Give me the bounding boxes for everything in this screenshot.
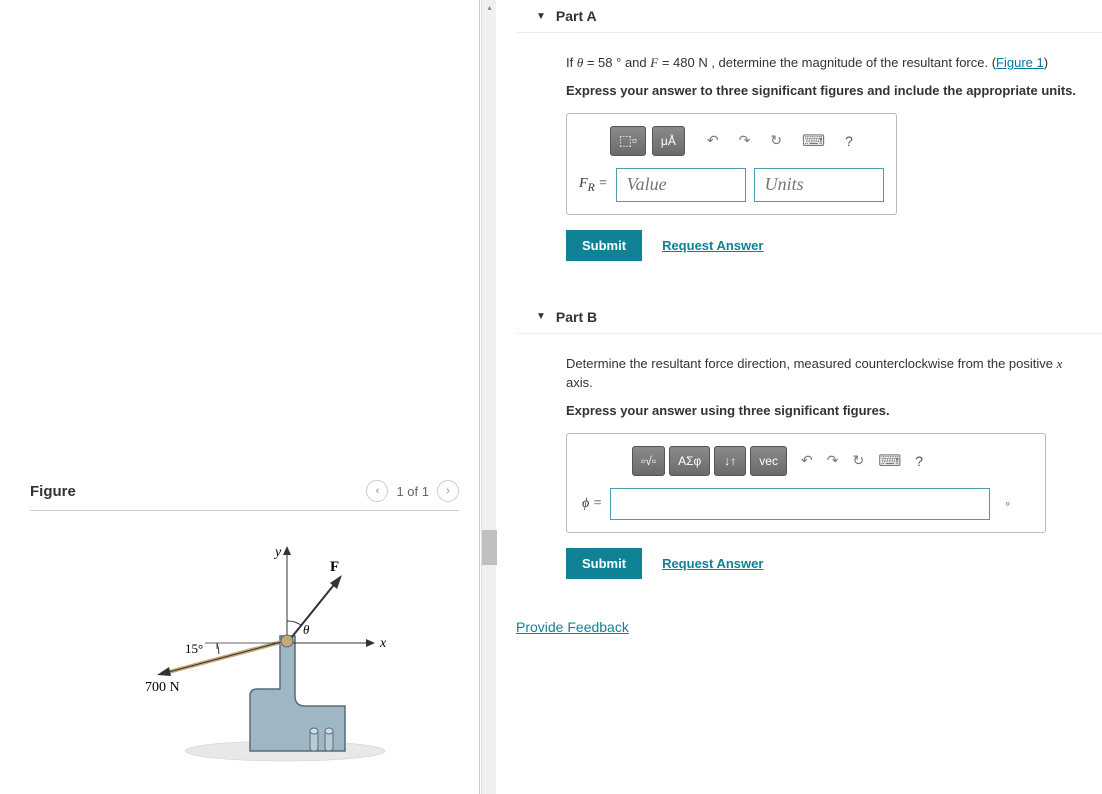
force-700n-label: 700 N bbox=[145, 680, 180, 695]
undo-button[interactable]: ↶ bbox=[801, 452, 813, 469]
keyboard-button[interactable]: ⌨ bbox=[802, 131, 825, 151]
part-b-request-answer-link[interactable]: Request Answer bbox=[662, 556, 763, 571]
fr-label: FR = bbox=[579, 176, 608, 194]
part-b-answer-box: ▫√▫ ΑΣφ ↓↑ vec ↶ ↷ ↻ ⌨ ? ϕ = bbox=[566, 433, 1046, 533]
greek-button[interactable]: ΑΣφ bbox=[669, 446, 710, 476]
part-b-submit-row: Submit Request Answer bbox=[566, 548, 1082, 579]
phi-label: ϕ = bbox=[582, 496, 602, 512]
part-a-header[interactable]: ▼ Part A bbox=[516, 0, 1102, 33]
figure-prev-button[interactable]: ‹ bbox=[366, 480, 388, 502]
part-b-submit-button[interactable]: Submit bbox=[566, 548, 642, 579]
value-input[interactable] bbox=[616, 168, 746, 202]
part-a-title: Part A bbox=[556, 8, 597, 24]
vec-button[interactable]: vec bbox=[750, 446, 787, 476]
scroll-up-icon[interactable]: ▴ bbox=[482, 0, 497, 15]
undo-button[interactable]: ↶ bbox=[707, 132, 719, 149]
figure-counter: 1 of 1 bbox=[396, 484, 429, 499]
provide-feedback-link[interactable]: Provide Feedback bbox=[516, 619, 629, 635]
units-input[interactable] bbox=[754, 168, 884, 202]
y-axis-label: y bbox=[273, 545, 282, 560]
part-a-prompt: If θ = 58 ° and F = 480 N , determine th… bbox=[566, 53, 1082, 73]
figure-section: Figure ‹ 1 of 1 › bbox=[30, 472, 459, 794]
part-a-instruction: Express your answer to three significant… bbox=[566, 83, 1082, 98]
part-a-answer-box: ⬚▫ μÅ ↶ ↷ ↻ ⌨ ? FR = bbox=[566, 113, 897, 215]
divider-scrollbar[interactable]: ▴ bbox=[481, 0, 496, 794]
part-a-toolbar: ⬚▫ μÅ ↶ ↷ ↻ ⌨ ? bbox=[579, 126, 884, 156]
redo-button[interactable]: ↷ bbox=[827, 452, 839, 469]
templates-icon: ⬚▫ bbox=[619, 132, 637, 149]
f-label: F bbox=[330, 559, 339, 575]
keyboard-button[interactable]: ⌨ bbox=[878, 451, 901, 471]
theta-label: θ bbox=[303, 622, 310, 637]
part-b-input-row: ϕ = ∘ bbox=[582, 488, 1030, 520]
templates-button[interactable]: ▫√▫ bbox=[632, 446, 665, 476]
part-a-request-answer-link[interactable]: Request Answer bbox=[662, 238, 763, 253]
part-b-title: Part B bbox=[556, 309, 597, 325]
figure-1-link[interactable]: Figure 1 bbox=[996, 55, 1044, 70]
greek-icon: ΑΣφ bbox=[678, 454, 701, 468]
help-button[interactable]: ? bbox=[915, 453, 923, 469]
phi-input[interactable] bbox=[610, 488, 990, 520]
vec-icon: vec bbox=[759, 454, 778, 468]
figure-title: Figure bbox=[30, 483, 76, 500]
part-a-body: If θ = 58 ° and F = 480 N , determine th… bbox=[516, 33, 1102, 281]
updown-icon: ↓↑ bbox=[724, 454, 736, 468]
sqrt-icon: ▫√▫ bbox=[641, 454, 656, 468]
degree-unit: ∘ bbox=[1004, 497, 1011, 510]
part-b-header[interactable]: ▼ Part B bbox=[516, 301, 1102, 334]
right-panel: ▼ Part A If θ = 58 ° and F = 480 N , det… bbox=[496, 0, 1102, 794]
part-b-prompt: Determine the resultant force direction,… bbox=[566, 354, 1082, 393]
part-b-toolbar: ▫√▫ ΑΣφ ↓↑ vec ↶ ↷ ↻ ⌨ ? bbox=[582, 446, 1030, 476]
reset-button[interactable]: ↻ bbox=[852, 452, 864, 469]
figure-next-button[interactable]: › bbox=[437, 480, 459, 502]
figure-nav: ‹ 1 of 1 › bbox=[366, 480, 459, 502]
collapse-icon: ▼ bbox=[536, 311, 546, 322]
reset-button[interactable]: ↻ bbox=[770, 132, 782, 149]
part-a-input-row: FR = bbox=[579, 168, 884, 202]
scrollbar-thumb[interactable] bbox=[482, 530, 497, 565]
figure-header: Figure ‹ 1 of 1 › bbox=[30, 472, 459, 511]
x-axis-label: x bbox=[379, 636, 387, 651]
redo-button[interactable]: ↷ bbox=[739, 132, 751, 149]
figure-diagram: y x F θ bbox=[30, 531, 459, 794]
templates-button[interactable]: ⬚▫ bbox=[610, 126, 646, 156]
collapse-icon: ▼ bbox=[536, 11, 546, 22]
units-button[interactable]: μÅ bbox=[652, 126, 685, 156]
part-b-body: Determine the resultant force direction,… bbox=[516, 334, 1102, 599]
units-icon: μÅ bbox=[661, 134, 676, 148]
help-button[interactable]: ? bbox=[845, 133, 853, 149]
subscript-button[interactable]: ↓↑ bbox=[714, 446, 746, 476]
part-b-instruction: Express your answer using three signific… bbox=[566, 403, 1082, 418]
angle-15-label: 15° bbox=[185, 641, 203, 656]
part-a-submit-button[interactable]: Submit bbox=[566, 230, 642, 261]
part-a-submit-row: Submit Request Answer bbox=[566, 230, 1082, 261]
left-panel: Figure ‹ 1 of 1 › bbox=[0, 0, 480, 794]
